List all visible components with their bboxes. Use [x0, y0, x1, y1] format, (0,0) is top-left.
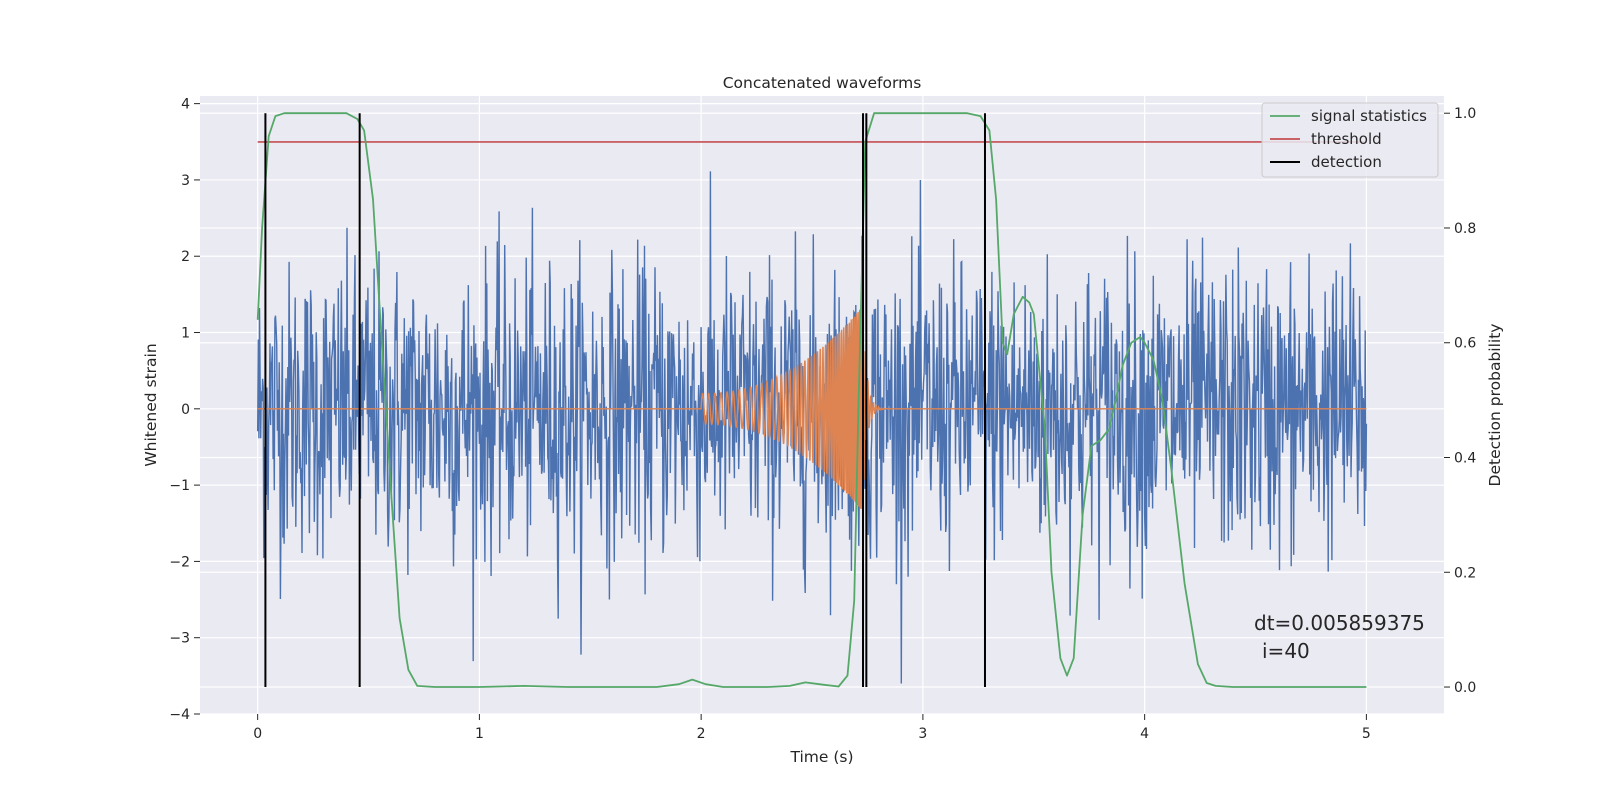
annotation-i: i=40 [1262, 639, 1310, 663]
y-axis-label-left: Whitened strain [142, 343, 160, 466]
y-left-tick-label: −3 [169, 631, 190, 647]
signal-statistics-line [256, 112, 1367, 688]
legend: signal statistics threshold detection [1261, 102, 1439, 178]
legend-label-threshold: threshold [1311, 130, 1382, 148]
annotation: dt=0.005859375 i=40 [1254, 611, 1425, 663]
y-left-tick-label: 3 [181, 173, 190, 189]
y-right-tick-label: 0.8 [1454, 221, 1476, 237]
y-left-tick-label: −1 [169, 478, 190, 494]
plot-series [256, 112, 1368, 688]
y-left-tick-label: −4 [169, 707, 190, 723]
y-axis-label-right: Detection probability [1486, 324, 1504, 487]
legend-box [1261, 102, 1439, 178]
x-axis-label: Time (s) [789, 748, 853, 766]
x-tick-label: 5 [1362, 726, 1371, 742]
y-left-tick-label: 2 [181, 249, 190, 265]
legend-label-detection: detection [1311, 153, 1382, 171]
y-right-tick-label: 0.0 [1454, 680, 1476, 696]
axis-ticks: 0 1 2 3 4 5 4 3 2 1 0 −1 −2 −3 −4 1.0 0.8 0.6 0.4 0.2 0.0 [169, 97, 1476, 742]
x-tick-label: 1 [475, 726, 484, 742]
y-right-tick-label: 0.6 [1454, 336, 1476, 352]
x-tick-label: 2 [697, 726, 706, 742]
legend-label-signal: signal statistics [1311, 107, 1427, 125]
x-tick-label: 0 [253, 726, 262, 742]
chart-title: Concatenated waveforms [723, 74, 922, 92]
y-right-tick-label: 1.0 [1454, 106, 1476, 122]
y-left-tick-label: 0 [181, 402, 190, 418]
y-left-tick-label: −2 [169, 554, 190, 570]
y-right-tick-label: 0.4 [1454, 451, 1476, 467]
x-tick-label: 4 [1140, 726, 1149, 742]
y-right-tick-label: 0.2 [1454, 565, 1476, 581]
y-left-tick-label: 4 [181, 97, 190, 113]
chirp-series [257, 306, 1367, 510]
y-left-tick-label: 1 [181, 326, 190, 342]
annotation-dt: dt=0.005859375 [1254, 611, 1425, 635]
x-tick-label: 3 [918, 726, 927, 742]
